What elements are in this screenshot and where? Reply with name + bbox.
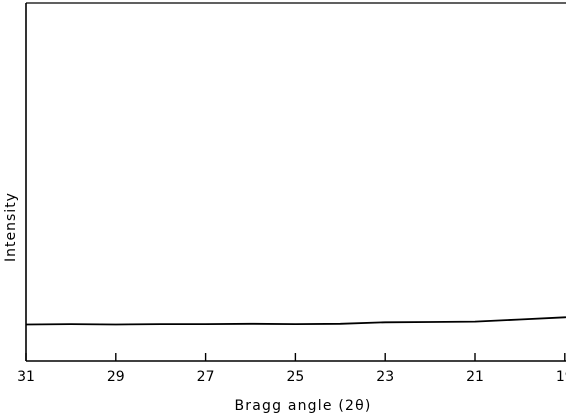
x-tick-label: 23 <box>376 369 394 385</box>
x-tick-label: 21 <box>466 369 484 385</box>
axes-frame <box>25 2 566 362</box>
x-tick-label: 29 <box>107 369 125 385</box>
x-tick-label: 25 <box>286 369 304 385</box>
x-tick-labels: 31292725232119171513119 <box>17 369 566 385</box>
x-tick-label: 31 <box>17 369 35 385</box>
x-axis-label: Bragg angle (2θ) <box>234 398 371 414</box>
x-ticks <box>25 353 566 361</box>
y-axis-label: Intensity <box>3 192 19 262</box>
x-tick-label: 27 <box>197 369 215 385</box>
x-tick-label: 19 <box>556 369 566 385</box>
series-line <box>25 316 566 326</box>
